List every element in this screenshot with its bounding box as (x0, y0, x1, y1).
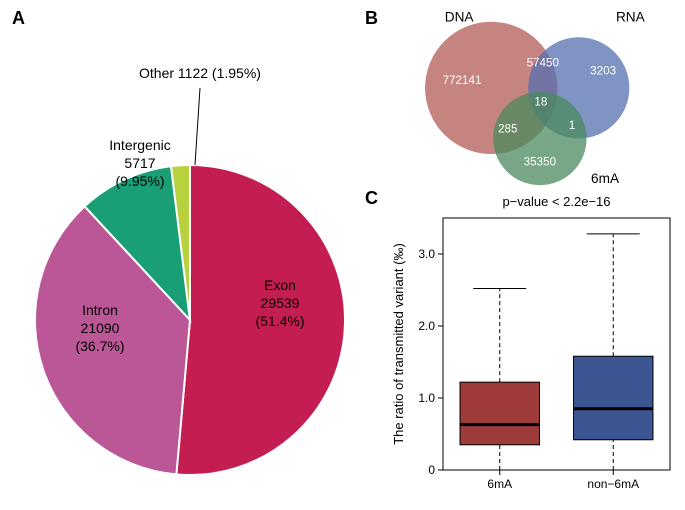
xtick-label: non−6mA (587, 477, 639, 491)
ytick-label: 2.0 (418, 319, 435, 333)
ytick-label: 1.0 (418, 391, 435, 405)
venn-value: 57450 (527, 56, 560, 69)
venn-set-label: DNA (445, 12, 475, 25)
venn-value: 35350 (524, 156, 557, 169)
pie-label: Other 1122 (1.95%) (139, 65, 261, 81)
box-plot: p−value < 2.2e−16 0 1.0 2.0 3.0 The ratio of … (385, 190, 680, 500)
venn-value: 772141 (443, 74, 482, 87)
boxplot-title: p−value < 2.2e−16 (502, 194, 610, 209)
pie-label: 5717 (124, 155, 155, 171)
venn-diagram: DNA RNA 6mA 772141 3203 35350 57450 285 1 18 (395, 12, 675, 192)
pie-label: Intron (82, 302, 118, 318)
panel-c-label: C (365, 188, 378, 209)
box (460, 382, 539, 445)
pie-label: Intergenic (109, 137, 170, 153)
venn-value: 285 (498, 123, 517, 136)
venn-set-label: RNA (616, 12, 646, 25)
pie-label: (9.95%) (115, 173, 164, 189)
venn-value: 1 (569, 119, 575, 132)
ytick-label: 0 (428, 463, 435, 477)
y-axis-label: The ratio of transmitted variant (‰) (391, 243, 406, 445)
leader-line (195, 88, 200, 165)
venn-set-label: 6mA (591, 171, 620, 186)
pie-label: 21090 (81, 320, 120, 336)
venn-value: 3203 (590, 64, 616, 77)
box (574, 356, 653, 440)
xtick-label: 6mA (487, 477, 512, 491)
pie-label: 29539 (261, 295, 300, 311)
pie-label: Exon (264, 277, 296, 293)
pie-chart: Exon 29539 (51.4%) Intron 21090 (36.7%) Interg… (20, 20, 360, 490)
panel-b-label: B (365, 8, 378, 29)
ytick-label: 3.0 (418, 247, 435, 261)
pie-label: (51.4%) (255, 313, 304, 329)
pie-label: (36.7%) (75, 338, 124, 354)
venn-value: 18 (534, 95, 547, 108)
